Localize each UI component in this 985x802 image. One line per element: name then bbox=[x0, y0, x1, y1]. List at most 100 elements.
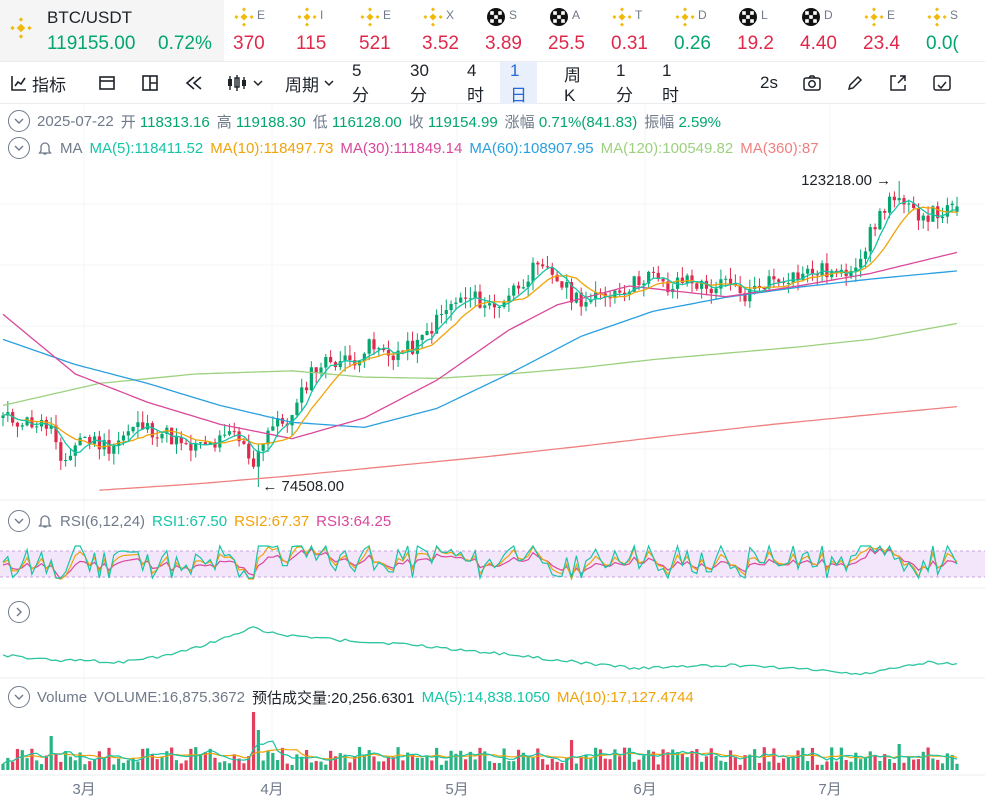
candle bbox=[59, 437, 63, 470]
refresh-rate-button[interactable]: 2s bbox=[760, 62, 778, 104]
volume-bar bbox=[584, 755, 588, 770]
fullscreen-button[interactable] bbox=[889, 62, 907, 104]
volume-bar bbox=[174, 760, 179, 770]
period-dropdown[interactable]: 周期 bbox=[285, 62, 335, 104]
interval-tab[interactable]: 1时 bbox=[662, 60, 679, 105]
volume-bar bbox=[97, 751, 101, 770]
volume-bar bbox=[781, 758, 786, 770]
volume-bar bbox=[945, 753, 949, 770]
ticker-item[interactable]: A 25.5 bbox=[539, 0, 602, 61]
expand-icon bbox=[890, 75, 906, 91]
interval-tab[interactable]: 周K bbox=[564, 65, 581, 105]
volume-bar bbox=[728, 750, 733, 770]
candle bbox=[728, 267, 733, 291]
chart-type-button[interactable] bbox=[226, 62, 264, 104]
rewind-button[interactable] bbox=[184, 62, 204, 104]
candle bbox=[353, 352, 357, 370]
ticker-item-btc-usdt[interactable]: BTC/USDT 119155.00 0.72% bbox=[0, 0, 224, 61]
interval-tab[interactable]: 5分 bbox=[352, 60, 369, 105]
draw-button[interactable] bbox=[846, 62, 864, 104]
candle bbox=[704, 274, 709, 296]
interval-tab[interactable]: 4时 bbox=[467, 60, 484, 105]
indicator-pane bbox=[2, 626, 958, 676]
candle bbox=[237, 427, 241, 447]
gridlines bbox=[0, 104, 985, 776]
volume-bar bbox=[690, 750, 694, 770]
volume-bar bbox=[680, 753, 684, 770]
volume-bar bbox=[247, 756, 251, 770]
volume-bar bbox=[767, 761, 771, 770]
rsi1-line bbox=[2, 543, 958, 581]
bell-icon[interactable] bbox=[37, 513, 53, 529]
ticker-item[interactable]: D 4.40 bbox=[791, 0, 854, 61]
interval-tab[interactable]: 30分 bbox=[410, 60, 429, 105]
ticker-item[interactable]: E 23.4 bbox=[854, 0, 917, 61]
volume-bar bbox=[565, 758, 569, 770]
candle bbox=[396, 341, 400, 367]
volume-bar bbox=[300, 756, 304, 770]
expand-pane-button[interactable] bbox=[8, 601, 30, 623]
ticker-item[interactable]: E 521 bbox=[350, 0, 413, 61]
candle bbox=[887, 192, 892, 219]
collapse-ma-button[interactable] bbox=[8, 137, 30, 159]
volume-bar bbox=[121, 762, 126, 770]
volume-bar bbox=[849, 761, 853, 770]
interval-tab[interactable]: 1日 bbox=[500, 61, 537, 105]
candles bbox=[1, 181, 959, 487]
rsi-value: RSI1:67.50 bbox=[152, 512, 228, 530]
layout-button[interactable] bbox=[98, 62, 116, 104]
x-axis-label: 3月 bbox=[72, 781, 95, 798]
volume-bar bbox=[844, 759, 848, 770]
volume-bar bbox=[512, 761, 516, 770]
volume-bar bbox=[806, 761, 810, 770]
volume-bar bbox=[126, 760, 130, 770]
ticker-item-value: 0.26 bbox=[674, 33, 711, 54]
collapse-rsi-button[interactable] bbox=[8, 510, 30, 532]
collapse-volume-button[interactable] bbox=[8, 686, 30, 708]
split-view-button[interactable] bbox=[141, 62, 159, 104]
ticker-item-value: 4.40 bbox=[800, 33, 837, 54]
volume-bar bbox=[25, 758, 29, 770]
candle bbox=[560, 281, 564, 291]
candle bbox=[916, 203, 921, 230]
volume-bar bbox=[30, 748, 34, 770]
ticker-item[interactable]: T 0.31 bbox=[602, 0, 665, 61]
ticker-item[interactable]: X 3.52 bbox=[413, 0, 476, 61]
volume-bar bbox=[6, 757, 10, 770]
volume-bar bbox=[155, 759, 159, 770]
collapse-ohlc-button[interactable] bbox=[8, 110, 30, 132]
candle bbox=[271, 416, 275, 432]
candle bbox=[743, 286, 747, 307]
volume-bar bbox=[44, 755, 48, 770]
candle bbox=[213, 438, 217, 452]
interval-tab[interactable]: 1分 bbox=[616, 60, 633, 105]
candle bbox=[757, 278, 762, 293]
ticker-item[interactable]: S 3.89 bbox=[476, 0, 539, 61]
candle bbox=[150, 421, 154, 445]
bell-icon[interactable] bbox=[37, 140, 53, 156]
volume-bar bbox=[473, 759, 477, 770]
volume-bar bbox=[218, 762, 222, 770]
volume-bar bbox=[834, 761, 839, 770]
candle bbox=[955, 196, 959, 216]
indicators-button[interactable]: 指标 bbox=[10, 62, 66, 104]
volume-bar bbox=[791, 757, 795, 770]
volume-bar bbox=[762, 747, 766, 770]
ticker-item[interactable]: E 370 bbox=[224, 0, 287, 61]
volume-bar bbox=[516, 749, 521, 770]
screenshot-button[interactable] bbox=[802, 62, 822, 104]
candle bbox=[372, 332, 376, 356]
settings-button[interactable] bbox=[932, 62, 952, 104]
candle bbox=[651, 267, 656, 279]
bnb-icon bbox=[10, 17, 32, 39]
candle bbox=[521, 279, 525, 290]
ticker-item[interactable]: D 0.26 bbox=[665, 0, 728, 61]
volume-bar bbox=[420, 757, 424, 770]
ticker-item[interactable]: I 115 bbox=[287, 0, 350, 61]
volume-bar bbox=[107, 747, 111, 770]
volume-bar bbox=[892, 762, 896, 770]
ticker-item[interactable]: L 19.2 bbox=[728, 0, 791, 61]
ticker-item[interactable]: S 0.0( bbox=[917, 0, 980, 61]
candle bbox=[536, 260, 540, 275]
